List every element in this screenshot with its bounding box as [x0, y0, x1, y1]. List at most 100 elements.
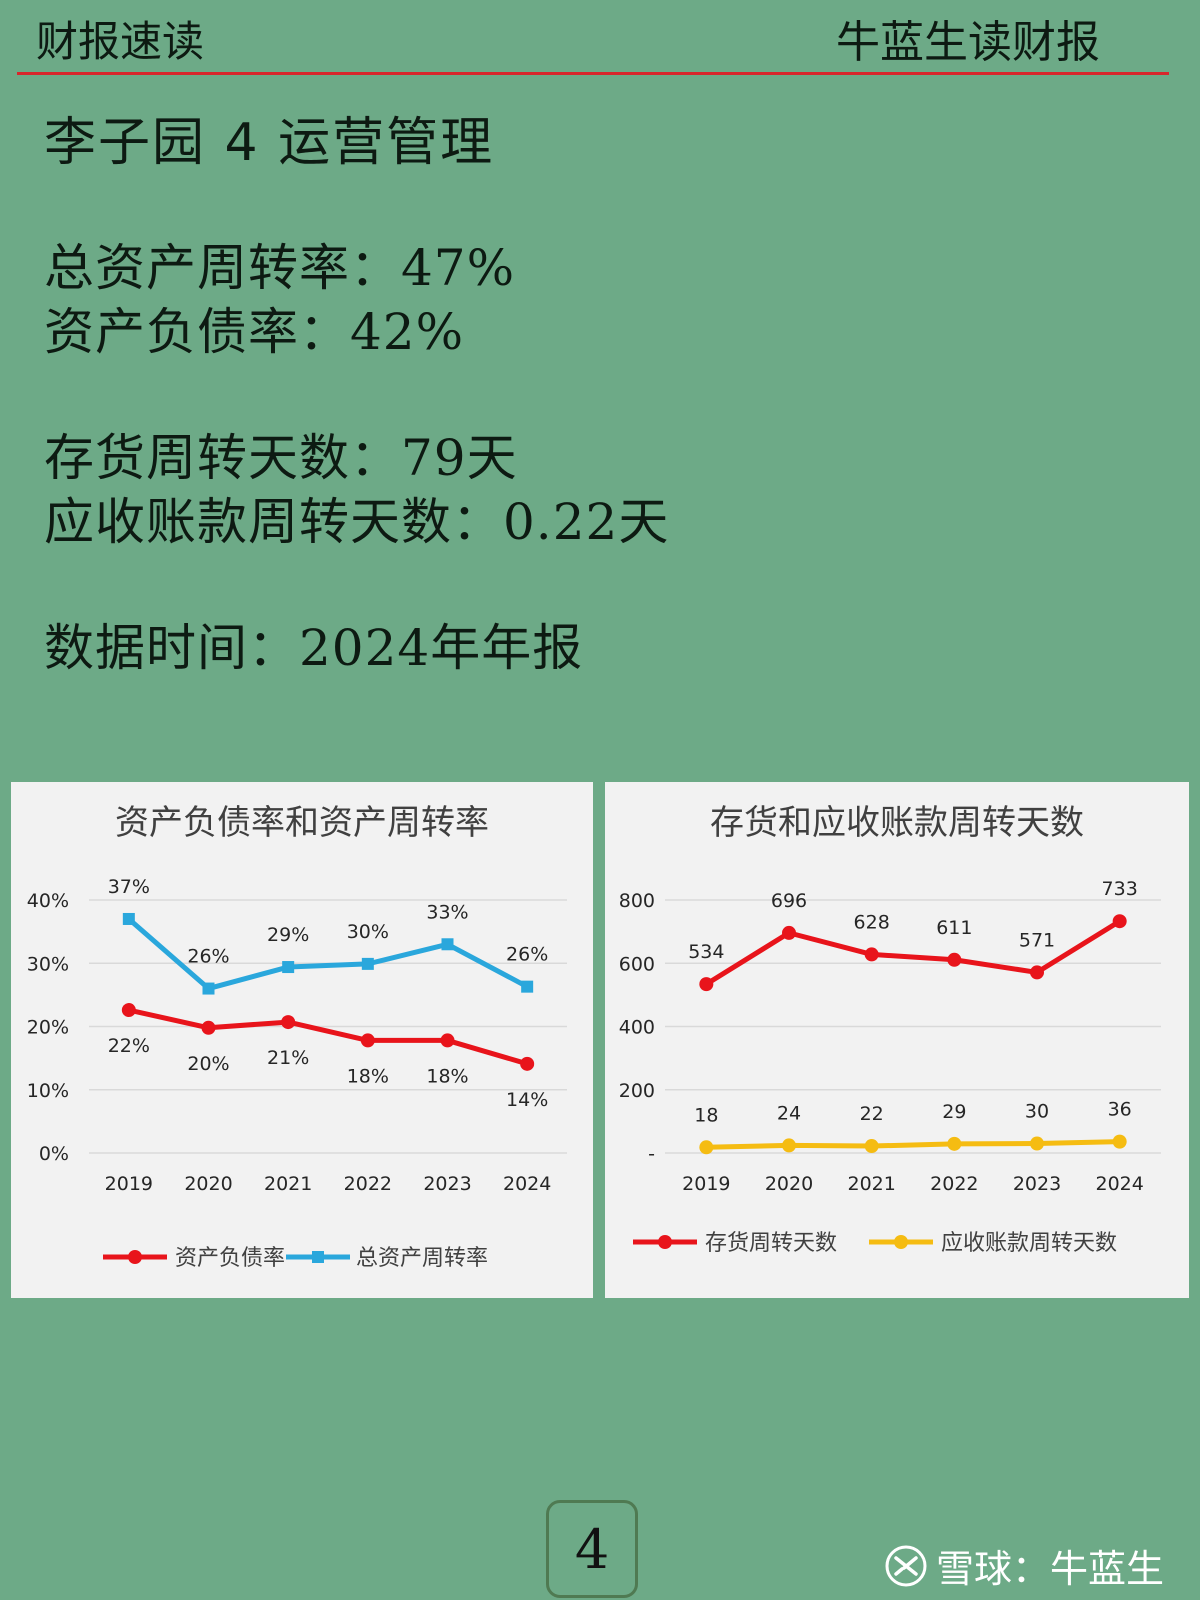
data-label: 18: [694, 1104, 718, 1126]
x-tick-label: 2020: [184, 1173, 232, 1195]
data-point: [282, 961, 295, 974]
data-point: [360, 1033, 375, 1048]
metric-inventory-days: 存货周转天数：79天: [44, 418, 518, 490]
data-label: 26%: [506, 944, 548, 966]
data-label: 24: [777, 1102, 801, 1124]
metric-label: 总资产周转率：: [44, 239, 401, 297]
data-point: [201, 1020, 216, 1035]
x-tick-label: 2022: [930, 1173, 978, 1195]
data-label: 30: [1025, 1101, 1049, 1123]
data-label: 29: [942, 1101, 966, 1123]
data-label: 733: [1102, 878, 1138, 900]
y-tick-label: 600: [619, 953, 655, 975]
metric-value: 47%: [401, 239, 516, 297]
data-point: [1112, 1134, 1127, 1149]
y-tick-label: 20%: [27, 1017, 69, 1039]
header-divider: [17, 72, 1169, 75]
data-label: 18%: [347, 1065, 389, 1087]
x-tick-label: 2022: [344, 1173, 392, 1195]
data-point: [782, 1138, 796, 1153]
series-line-1: [128, 1007, 528, 1067]
header-right-title: 牛蓝生读财报: [836, 17, 1100, 68]
data-label: 20%: [187, 1053, 229, 1075]
legend-marker: [894, 1235, 908, 1249]
data-point: [202, 982, 215, 995]
legend-marker: [128, 1250, 142, 1264]
legend-label: 应收账款周转天数: [941, 1231, 1117, 1256]
data-point: [520, 1056, 535, 1071]
x-tick-label: 2023: [423, 1173, 471, 1195]
data-point: [121, 1003, 136, 1018]
data-label: 18%: [426, 1065, 468, 1087]
data-label: 37%: [108, 876, 150, 898]
data-label: 571: [1019, 929, 1055, 951]
data-point: [699, 977, 714, 992]
x-tick-label: 2024: [503, 1173, 551, 1195]
series-line-2: [706, 1139, 1120, 1150]
y-tick-label: 30%: [27, 953, 69, 975]
data-point: [699, 1140, 714, 1155]
header-left-title: 财报速读: [36, 17, 205, 66]
metric-value: 79天: [401, 429, 518, 487]
data-point: [441, 938, 454, 951]
data-point: [122, 912, 135, 925]
x-tick-label: 2023: [1013, 1173, 1061, 1195]
data-point: [361, 957, 374, 970]
data-point: [864, 947, 879, 962]
legend-marker: [312, 1251, 324, 1263]
data-label: 26%: [187, 946, 229, 968]
y-tick-label: -: [648, 1143, 655, 1165]
y-tick-label: 0%: [39, 1143, 69, 1165]
metric-value: 2024年年报: [299, 619, 584, 677]
legend-label: 资产负债率: [175, 1246, 285, 1271]
data-point: [1030, 1136, 1044, 1151]
page-title: 李子园 4 运营管理: [44, 113, 495, 173]
data-point: [440, 1033, 455, 1048]
data-point: [521, 980, 534, 993]
data-label: 628: [854, 911, 890, 933]
brand-text: 雪球：牛蓝生: [935, 1547, 1164, 1591]
series-line-1: [705, 919, 1121, 987]
series-line-2: [127, 917, 529, 992]
y-tick-label: 40%: [27, 890, 69, 912]
data-point: [782, 925, 796, 940]
metric-label: 存货周转天数：: [44, 429, 401, 487]
y-tick-label: 800: [619, 890, 655, 912]
data-point: [1030, 965, 1044, 980]
data-label: 696: [771, 890, 807, 912]
metric-value: 42%: [350, 303, 465, 361]
metric-receivable-days: 应收账款周转天数：0.22天: [44, 482, 669, 554]
data-point: [281, 1015, 296, 1030]
data-label: 22%: [108, 1035, 150, 1057]
metric-value: 0.22天: [503, 493, 670, 551]
y-tick-label: 10%: [27, 1080, 69, 1102]
data-label: 611: [936, 917, 972, 939]
y-tick-label: 400: [619, 1017, 655, 1039]
data-label: 22: [860, 1103, 884, 1125]
legend-marker: [658, 1235, 672, 1249]
chart-panel-turnover-days: 存货和应收账款周转天数 - 200 400 600 800 2019 2020 2021 2022…: [605, 782, 1189, 1298]
chart-title: 资产负债率和资产周转率: [115, 803, 489, 843]
page-number: 4: [546, 1500, 638, 1598]
x-tick-label: 2021: [264, 1173, 312, 1195]
legend-label: 存货周转天数: [705, 1231, 837, 1256]
data-point: [947, 952, 962, 967]
data-label: 29%: [267, 924, 309, 946]
x-tick-label: 2024: [1095, 1173, 1143, 1195]
data-label: 534: [688, 941, 724, 963]
data-point: [1112, 914, 1127, 929]
chart-inventory-and-receivable-days: 存货和应收账款周转天数 - 200 400 600 800 2019 2020 2021 2022…: [619, 803, 1161, 1256]
metric-label: 数据时间：: [44, 619, 299, 677]
metric-debt-ratio: 资产负债率：42%: [44, 292, 464, 364]
data-label: 30%: [347, 921, 389, 943]
metric-label: 资产负债率：: [44, 303, 350, 361]
data-label: 36: [1108, 1099, 1132, 1121]
metric-data-period: 数据时间：2024年年报: [44, 608, 583, 680]
metric-label: 应收账款周转天数：: [44, 493, 503, 551]
data-label: 33%: [426, 901, 468, 923]
data-label: 21%: [267, 1047, 309, 1069]
x-tick-label: 2019: [682, 1173, 730, 1195]
brand-watermark: 雪球：牛蓝生: [884, 1538, 1164, 1593]
x-tick-label: 2020: [765, 1173, 813, 1195]
legend-label: 总资产周转率: [356, 1246, 488, 1271]
